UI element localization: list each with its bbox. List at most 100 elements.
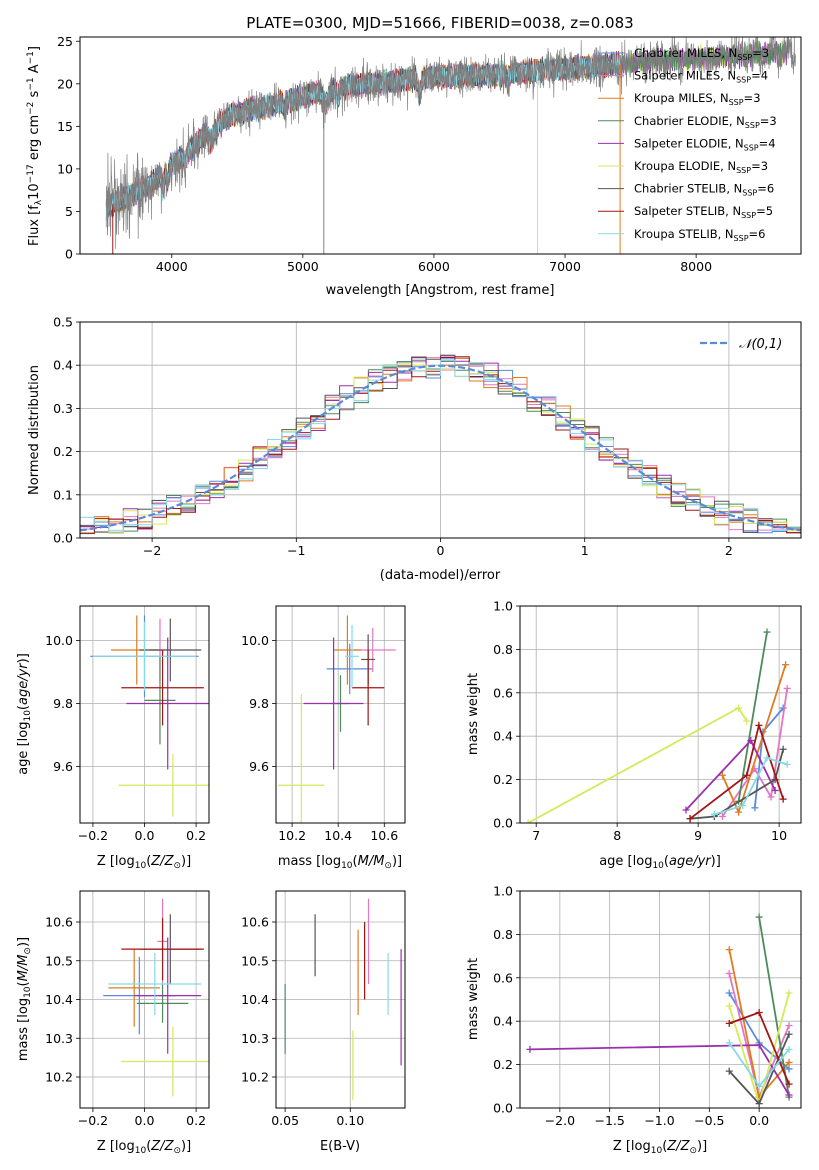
grid-lines (276, 606, 405, 823)
legend-entry: Chabrier MILES, NSSP=3 (634, 46, 769, 62)
x-tick-label: −1.5 (595, 1113, 625, 1128)
y-tick-label: 1.0 (493, 884, 513, 899)
y-axis-label: Normed distribution (27, 365, 42, 495)
y-tick-label: 0.2 (493, 772, 513, 787)
errorbars (284, 898, 402, 1101)
weight-marker (755, 1082, 763, 1090)
legend-entry: Salpeter STELIB, NSSP=5 (634, 204, 773, 220)
weight-marker (785, 1045, 793, 1053)
x-tick-label: 7 (532, 828, 540, 843)
x-tick-label: −0.5 (694, 1113, 724, 1128)
x-tick-label: 0.2 (186, 1113, 206, 1128)
x-tick-label: 10.2 (278, 828, 306, 843)
y-tick-label: 0.0 (493, 816, 513, 831)
plot-area (103, 898, 209, 1097)
panel-residuals: −2 −1 0 1 2 0.0 0.1 0.2 0.3 0.4 0.5 𝒩(0,1) (data-mod… (27, 315, 802, 583)
x-tick-label: 10.6 (370, 828, 398, 843)
legend-entry: Chabrier ELODIE, NSSP=3 (634, 114, 777, 130)
y-tick-label: 20 (57, 76, 73, 91)
weight-marker (755, 1009, 763, 1017)
plot-area (80, 354, 801, 535)
y-tick-label: 0.1 (53, 487, 73, 502)
errorbars (278, 615, 396, 823)
panel-age_vs_Z: −0.2 0.0 0.2 9.6 9.8 10.0 Z [log10(Z/Z⊙)] age [… (16, 605, 210, 871)
x-tick-label: 2 (725, 543, 733, 558)
grid-lines (80, 891, 209, 1108)
grid-lines (276, 891, 405, 1108)
weight-marker (718, 771, 726, 779)
weight-marker (735, 808, 743, 816)
x-tick-label: 4000 (156, 259, 188, 274)
weight-marker (771, 786, 779, 794)
weight-marker (526, 1045, 534, 1053)
y-tick-label: 9.6 (249, 759, 269, 774)
x-tick-label: 7000 (549, 259, 581, 274)
weight-marker (755, 1100, 763, 1108)
x-tick-label: 6000 (418, 259, 450, 274)
y-tick-label: 10.2 (241, 1070, 269, 1085)
x-axis-label: age [log10(age/yr)] (599, 854, 721, 871)
ticks: 7 8 9 10 0.0 0.2 0.4 0.6 0.8 1.0 (493, 599, 787, 844)
weight-marker (743, 717, 751, 725)
y-tick-label: 25 (57, 34, 73, 49)
weight-marker (755, 721, 763, 729)
ticks: 4000 5000 6000 7000 8000 0 5 10 15 20 25 (57, 34, 712, 274)
grid-lines (80, 321, 801, 539)
x-tick-label: 9 (694, 828, 702, 843)
legend-entry: Kroupa ELODIE, NSSP=3 (634, 159, 768, 175)
weight-marker (725, 989, 733, 997)
weight-marker (725, 1002, 733, 1010)
y-tick-label: 0.4 (53, 358, 73, 373)
ticks: 0.05 0.10 10.2 10.3 10.4 10.5 10.6 (241, 915, 364, 1129)
weight-marker (783, 760, 791, 768)
y-tick-label: 10.6 (45, 915, 73, 930)
weight-line (690, 748, 785, 820)
axes-frame (519, 890, 802, 1109)
weight-marker (735, 704, 743, 712)
x-tick-label: 10 (771, 828, 787, 843)
weight-marker (725, 946, 733, 954)
weight-line (737, 631, 768, 802)
weight-line (714, 756, 788, 816)
axes-frame (519, 605, 802, 824)
y-tick-label: 10.4 (45, 992, 73, 1007)
x-axis-label: wavelength [Angstrom, rest frame] (326, 283, 555, 298)
y-tick-label: 10.3 (45, 1031, 73, 1046)
y-tick-label: 10.2 (45, 1070, 73, 1085)
x-tick-label: 0.0 (135, 828, 155, 843)
x-axis-label: (data-model)/error (380, 568, 501, 583)
weight-marker (763, 754, 771, 762)
x-axis-label: Z [log10(Z/Z⊙)] (613, 1139, 707, 1156)
weight-marker (785, 1065, 793, 1073)
weight-marker (682, 806, 690, 814)
weight-line (758, 916, 790, 1098)
y-axis-label: mass weight (466, 673, 481, 755)
axes-frame (79, 890, 210, 1109)
y-tick-label: 10.4 (241, 992, 269, 1007)
plot-area (524, 628, 791, 823)
x-tick-label: 0 (437, 543, 445, 558)
panel-age_vs_mass: 10.2 10.4 10.6 9.6 9.8 10.0 mass [log10(M/M⊙)] (241, 605, 406, 871)
x-axis-label: Z [log10(Z/Z⊙)] (97, 1139, 191, 1156)
y-axis-label: mass weight (466, 958, 481, 1040)
weight-marker (755, 913, 763, 921)
grid-lines (520, 890, 801, 1109)
y-tick-label: 0.5 (53, 315, 73, 330)
y-tick-label: 9.6 (53, 759, 73, 774)
axes-frame (275, 890, 406, 1109)
y-tick-label: 0 (65, 247, 73, 262)
y-tick-label: 0.6 (493, 970, 513, 985)
errorbars (90, 615, 209, 817)
y-tick-label: 0.8 (493, 927, 513, 942)
weight-marker (782, 661, 790, 669)
weight-marker (785, 1030, 793, 1038)
weight-marker (785, 1058, 793, 1066)
y-axis-label: Flux [fλ10−17 erg cm−2 s−1 A−1] (26, 46, 44, 246)
y-tick-label: 0.6 (493, 685, 513, 700)
weight-marker (710, 810, 718, 818)
residual-histogram (80, 359, 801, 531)
y-tick-label: 5 (65, 204, 73, 219)
weight-marker (747, 737, 755, 745)
weight-marker (779, 745, 787, 753)
